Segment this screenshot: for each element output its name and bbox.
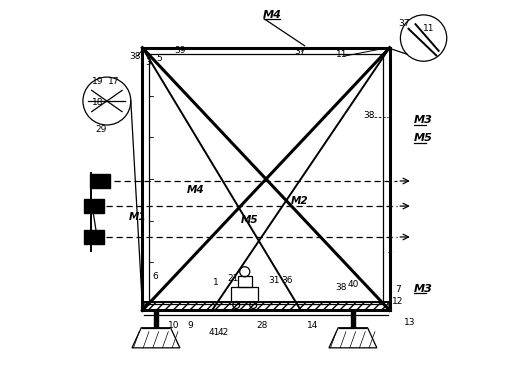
Text: 38: 38 [336, 284, 347, 293]
Text: 41: 41 [208, 328, 220, 337]
Text: 21: 21 [228, 274, 239, 283]
Text: M4: M4 [187, 184, 204, 194]
Text: 37: 37 [294, 47, 306, 56]
Text: 11: 11 [423, 24, 435, 33]
Text: 29: 29 [95, 125, 107, 134]
Text: 42: 42 [218, 328, 229, 337]
Text: 31: 31 [268, 276, 279, 285]
Text: 17: 17 [107, 77, 119, 86]
Bar [90, 174, 110, 188]
Bar [238, 276, 252, 287]
Polygon shape [132, 328, 180, 348]
Text: 3: 3 [145, 58, 151, 67]
Text: M1: M1 [129, 212, 146, 222]
Text: 7: 7 [395, 285, 401, 294]
Text: 6: 6 [152, 272, 158, 281]
Text: 12: 12 [393, 297, 404, 307]
Bar [231, 287, 258, 302]
Text: 28: 28 [256, 321, 268, 329]
Bar [85, 199, 104, 213]
Bar [85, 230, 104, 244]
Text: 40: 40 [347, 280, 359, 289]
Text: 10: 10 [168, 321, 180, 329]
Text: 9: 9 [188, 321, 194, 329]
Text: M5: M5 [414, 133, 433, 143]
Text: 38: 38 [130, 52, 141, 61]
Text: 14: 14 [307, 321, 319, 329]
Text: M4: M4 [262, 10, 281, 19]
Text: 37: 37 [398, 19, 410, 28]
Text: 18: 18 [92, 98, 103, 107]
Text: 13: 13 [404, 318, 415, 327]
Text: M3: M3 [414, 284, 433, 294]
Text: 38: 38 [364, 111, 375, 120]
Text: 5: 5 [156, 54, 162, 63]
Text: 39: 39 [174, 46, 186, 55]
Text: 36: 36 [281, 276, 293, 285]
Text: 19: 19 [92, 77, 104, 86]
Text: 4: 4 [86, 238, 91, 247]
Text: 11: 11 [336, 50, 347, 59]
Text: M5: M5 [241, 216, 259, 226]
Text: M2: M2 [291, 196, 309, 206]
Bar [351, 310, 355, 328]
Bar [154, 310, 158, 328]
Polygon shape [329, 328, 377, 348]
Text: 1: 1 [213, 278, 219, 287]
Text: M3: M3 [414, 115, 433, 125]
